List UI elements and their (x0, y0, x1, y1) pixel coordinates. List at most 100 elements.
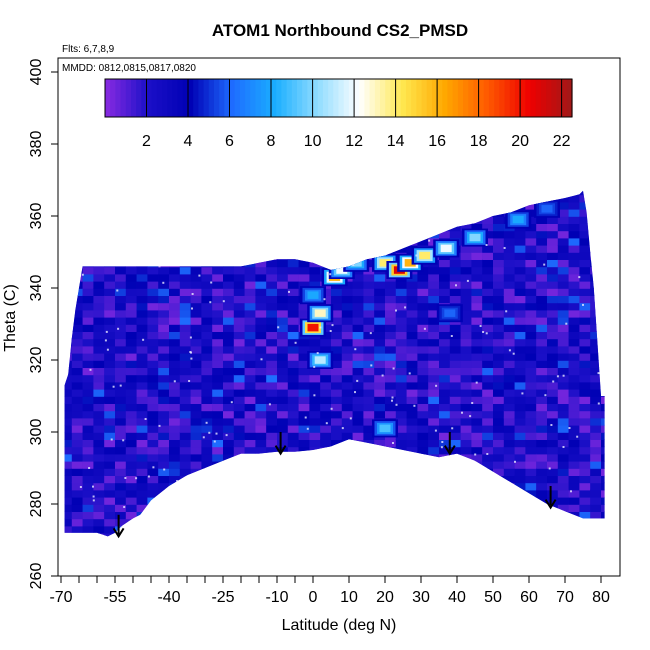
heatmap-cell (557, 316, 569, 325)
heatmap-cell (503, 331, 515, 340)
x-tick-label: -70 (49, 589, 72, 606)
heatmap-cell (125, 295, 137, 304)
heatmap-cell (428, 446, 440, 455)
heatmap-cell (298, 417, 310, 426)
heatmap-cell (125, 525, 137, 534)
x-tick-label: 0 (309, 589, 318, 606)
heatmap-speck (370, 364, 373, 367)
heatmap-cell (503, 280, 515, 289)
heatmap-cell (514, 453, 526, 462)
heatmap-cell (341, 331, 353, 340)
heatmap-speck (392, 367, 395, 370)
heatmap-cell (190, 244, 202, 253)
heatmap-cell (547, 244, 558, 253)
heatmap-cell (331, 439, 342, 448)
heatmap-cell (352, 316, 364, 325)
heatmap-cell (568, 367, 580, 376)
heatmap-cell (547, 482, 558, 491)
heatmap-cell (244, 273, 256, 282)
heatmap-cell (363, 316, 375, 325)
heatmap-cell (298, 223, 310, 232)
heatmap-cell (557, 396, 569, 404)
heatmap-cell (244, 324, 256, 332)
heatmap-cell (352, 518, 364, 527)
heatmap-cells (64, 190, 605, 537)
heatmap-cell (536, 244, 548, 253)
heatmap-cell (190, 223, 202, 232)
heatmap-cell (601, 360, 605, 368)
heatmap-cell (352, 201, 364, 210)
heatmap-cell (503, 367, 515, 376)
heatmap-cell (223, 309, 234, 318)
heatmap-cell (536, 504, 548, 512)
heatmap-cell (104, 288, 116, 296)
heatmap-hotspot (469, 233, 481, 242)
heatmap-cell (136, 259, 148, 268)
heatmap-cell (309, 244, 321, 253)
heatmap-cell (385, 338, 396, 347)
heatmap-speck (92, 485, 94, 488)
heatmap-cell (428, 496, 440, 505)
heatmap-cell (147, 295, 159, 304)
heatmap-cell (212, 496, 224, 505)
heatmap-cell (298, 489, 310, 498)
heatmap-cell (341, 460, 353, 469)
heatmap-cell (190, 295, 202, 304)
heatmap-cell (557, 244, 569, 253)
heatmap-cell (352, 446, 364, 455)
heatmap-cell (212, 525, 224, 534)
heatmap-cell (82, 518, 94, 527)
heatmap-cell (233, 352, 245, 361)
heatmap-speck (548, 467, 551, 470)
heatmap-cell (590, 424, 602, 433)
heatmap-cell (125, 410, 137, 419)
heatmap-cell (125, 259, 137, 268)
heatmap-cell (395, 288, 407, 296)
heatmap-cell (82, 295, 94, 304)
colorbar-strip (141, 79, 148, 117)
x-tick-label: -40 (157, 589, 180, 606)
heatmap-cell (287, 280, 299, 289)
heatmap-cell (341, 201, 353, 210)
heatmap-cell (503, 439, 515, 448)
heatmap-speck (152, 466, 155, 469)
heatmap-cell (147, 468, 159, 476)
heatmap-cell (493, 230, 504, 239)
heatmap-cell (374, 208, 386, 217)
heatmap-cell (244, 237, 256, 246)
heatmap-cell (341, 482, 353, 491)
heatmap-speck (190, 357, 193, 360)
heatmap-cell (439, 482, 450, 491)
heatmap-cell (287, 460, 299, 469)
heatmap-cell (428, 381, 440, 390)
heatmap-cell (406, 230, 418, 239)
heatmap-cell (449, 489, 461, 498)
heatmap-cell (417, 439, 429, 448)
colorbar-strip (504, 79, 511, 117)
heatmap-speck (207, 217, 210, 220)
heatmap-cell (104, 496, 116, 505)
heatmap-cell (385, 504, 396, 512)
heatmap-cell (395, 511, 407, 520)
heatmap-cell (514, 252, 526, 260)
heatmap-cell (341, 496, 353, 505)
heatmap-cell (190, 338, 202, 347)
heatmap-cell (309, 453, 321, 462)
heatmap-cell (233, 374, 245, 383)
heatmap-cell (136, 237, 148, 246)
heatmap-cell (557, 223, 569, 232)
heatmap-cell (298, 511, 310, 520)
heatmap-cell (428, 352, 440, 361)
heatmap-cell (266, 453, 278, 462)
heatmap-cell (579, 475, 591, 484)
heatmap-cell (266, 273, 278, 282)
heatmap-cell (71, 475, 83, 484)
heatmap-cell (385, 295, 396, 304)
heatmap-cell (104, 190, 116, 196)
y-tick-label: 380 (28, 131, 45, 158)
heatmap-cell (482, 482, 494, 491)
heatmap-cell (536, 295, 548, 304)
heatmap-cell (568, 439, 580, 448)
heatmap-cell (395, 518, 407, 527)
heatmap-cell (136, 482, 148, 491)
